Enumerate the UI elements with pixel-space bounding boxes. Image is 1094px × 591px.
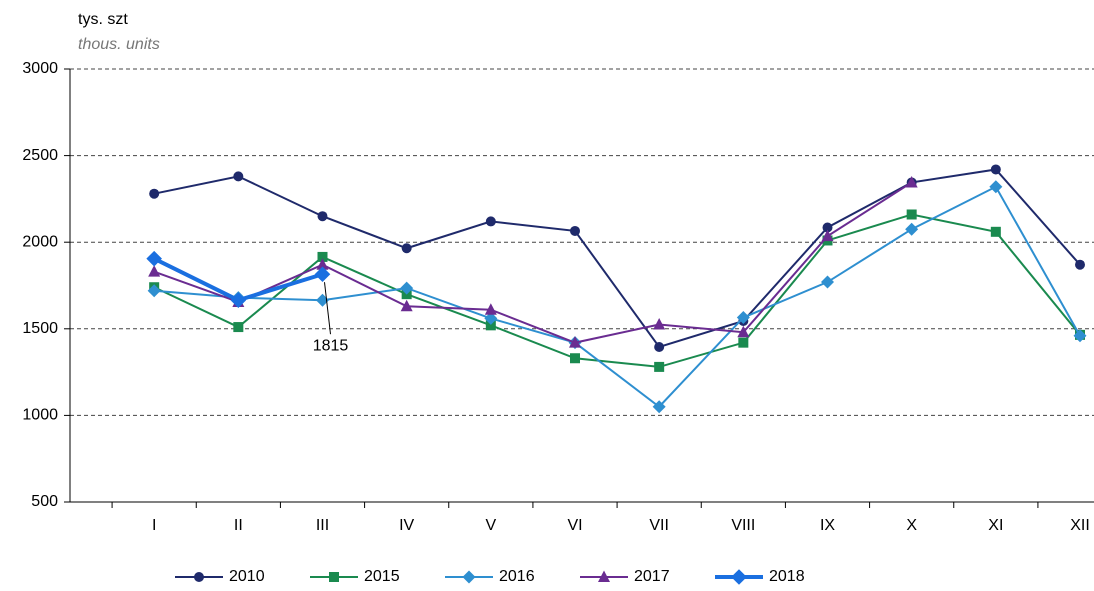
annotation: 1815: [313, 337, 349, 354]
series-line: [154, 185, 1081, 409]
x-tick-label: VI: [567, 517, 582, 534]
marker: [316, 258, 329, 270]
annotation-leader: [324, 282, 331, 335]
marker: [654, 341, 665, 352]
marker: [1073, 329, 1087, 343]
marker: [990, 164, 1001, 175]
marker: [736, 311, 750, 325]
marker: [570, 353, 580, 364]
legend-label: 2015: [364, 568, 400, 585]
marker: [906, 209, 917, 220]
marker: [598, 570, 610, 582]
marker: [233, 322, 244, 333]
marker: [731, 569, 747, 585]
x-tick-label: XI: [988, 517, 1003, 534]
x-tick-label: II: [234, 517, 243, 534]
marker: [652, 400, 666, 414]
x-tick-label: III: [316, 517, 329, 534]
series-line: [153, 168, 1081, 349]
legend-label: 2017: [634, 568, 670, 585]
series-line: [153, 213, 1081, 368]
marker: [148, 265, 161, 277]
marker: [484, 303, 497, 315]
y-tick-label: 2500: [22, 147, 58, 164]
marker: [147, 284, 161, 298]
marker: [484, 311, 498, 325]
x-tick-label: I: [152, 517, 156, 534]
legend-label: 2010: [229, 568, 265, 585]
y-tick-label: 3000: [22, 60, 58, 77]
marker: [485, 216, 496, 227]
marker: [146, 250, 162, 267]
x-tick-label: VII: [649, 517, 669, 534]
marker: [485, 320, 496, 331]
x-tick-label: IV: [399, 517, 414, 534]
marker: [905, 175, 918, 188]
y-tick-label: 2000: [22, 233, 58, 250]
marker: [400, 299, 413, 312]
marker: [329, 572, 339, 582]
x-tick-label: XII: [1070, 517, 1090, 534]
marker: [317, 251, 328, 262]
y-axis-label: tys. szt: [78, 11, 128, 28]
y-axis-label-en: thous. units: [78, 36, 160, 53]
marker: [654, 361, 665, 372]
marker: [821, 275, 834, 289]
marker: [401, 243, 412, 254]
marker: [400, 281, 414, 295]
marker: [570, 225, 580, 236]
marker: [569, 336, 581, 348]
legend-label: 2018: [769, 568, 805, 585]
y-tick-label: 1500: [22, 320, 58, 337]
legend-label: 2016: [499, 568, 535, 585]
series-line: [153, 181, 913, 344]
marker: [230, 292, 247, 309]
marker: [194, 572, 204, 582]
x-tick-label: V: [485, 517, 496, 534]
marker: [821, 229, 834, 242]
marker: [233, 171, 244, 182]
marker: [1075, 259, 1085, 270]
marker: [989, 180, 1003, 194]
marker: [149, 188, 160, 199]
marker: [822, 222, 833, 233]
marker: [653, 317, 666, 330]
marker: [314, 266, 331, 283]
x-tick-label: X: [906, 517, 917, 534]
marker: [738, 337, 749, 348]
marker: [317, 211, 328, 222]
y-tick-label: 1000: [22, 407, 58, 424]
x-tick-label: VIII: [731, 517, 755, 534]
marker: [990, 226, 1001, 237]
marker: [905, 222, 919, 236]
y-tick-label: 500: [31, 493, 58, 510]
x-tick-label: IX: [820, 517, 835, 534]
marker: [737, 325, 750, 338]
marker: [462, 570, 476, 584]
